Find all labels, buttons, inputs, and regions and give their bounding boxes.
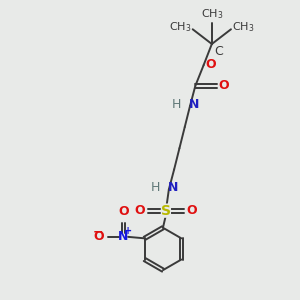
Text: H: H — [172, 98, 181, 111]
Text: N: N — [189, 98, 199, 111]
Text: N: N — [118, 230, 129, 243]
Text: O: O — [134, 204, 145, 217]
Text: O: O — [187, 204, 197, 217]
Text: S: S — [161, 204, 171, 218]
Text: CH$_3$: CH$_3$ — [201, 7, 223, 21]
Text: CH$_3$: CH$_3$ — [169, 21, 192, 34]
Text: O: O — [205, 58, 216, 70]
Text: −: − — [93, 225, 103, 238]
Text: +: + — [124, 226, 133, 236]
Text: H: H — [151, 181, 160, 194]
Text: N: N — [168, 181, 178, 194]
Text: O: O — [93, 230, 104, 243]
Text: O: O — [218, 79, 229, 92]
Text: O: O — [118, 205, 129, 218]
Text: C: C — [214, 46, 223, 59]
Text: CH$_3$: CH$_3$ — [232, 21, 254, 34]
